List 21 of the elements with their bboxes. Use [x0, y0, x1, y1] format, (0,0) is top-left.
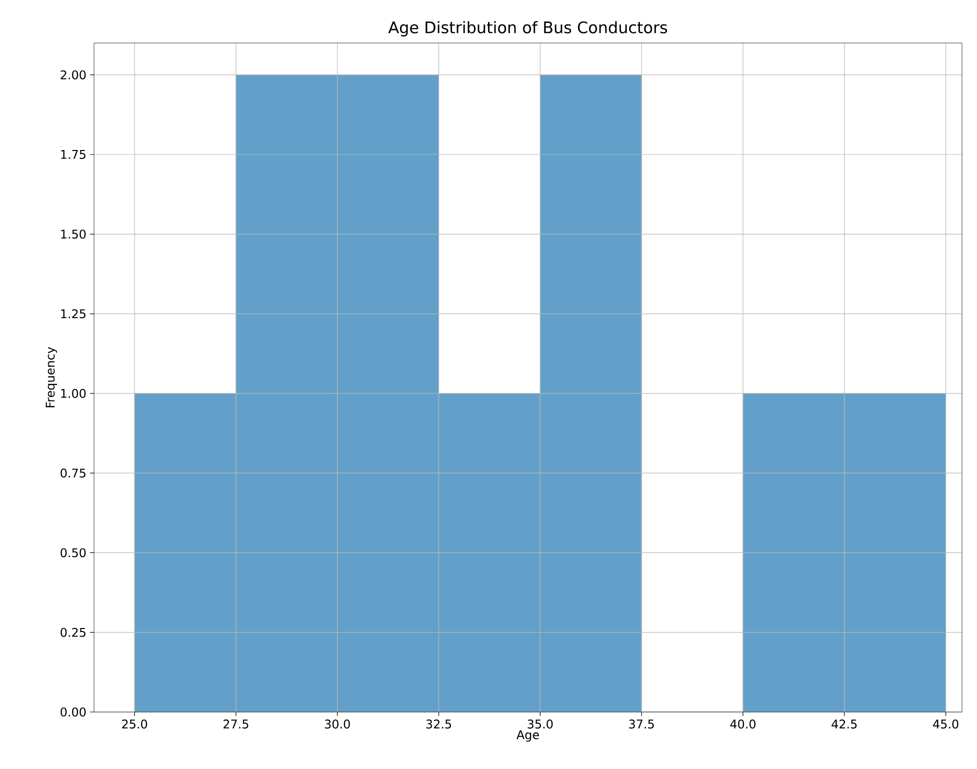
y-tick-label: 0.00 — [60, 707, 86, 717]
y-tick-label: 0.75 — [60, 468, 86, 478]
y-tick-label: 0.50 — [60, 548, 86, 558]
y-tick-label: 1.00 — [61, 388, 86, 398]
x-tick-label: 40.0 — [730, 720, 756, 729]
x-tick-label: 45.0 — [933, 720, 958, 729]
x-tick-label: 30.0 — [324, 720, 350, 729]
x-tick-label: 37.5 — [629, 720, 654, 729]
x-tick-label: 32.5 — [426, 720, 452, 729]
x-tick-label: 35.0 — [528, 720, 553, 729]
y-tick-label: 1.50 — [61, 230, 86, 239]
x-tick-label: 27.5 — [224, 720, 248, 729]
y-tick-label: 1.75 — [61, 150, 86, 159]
y-axis-title: Frequency — [46, 346, 58, 408]
chart-title: Age Distribution of Bus Conductors — [388, 21, 668, 36]
x-axis-title: Age — [516, 730, 539, 742]
y-tick-label: 0.25 — [60, 628, 86, 637]
y-tick-label: 1.25 — [61, 309, 86, 318]
y-tick-label: 2.00 — [60, 70, 86, 80]
x-tick-label: 42.5 — [832, 720, 857, 729]
x-tick-label: 25.0 — [122, 720, 148, 729]
